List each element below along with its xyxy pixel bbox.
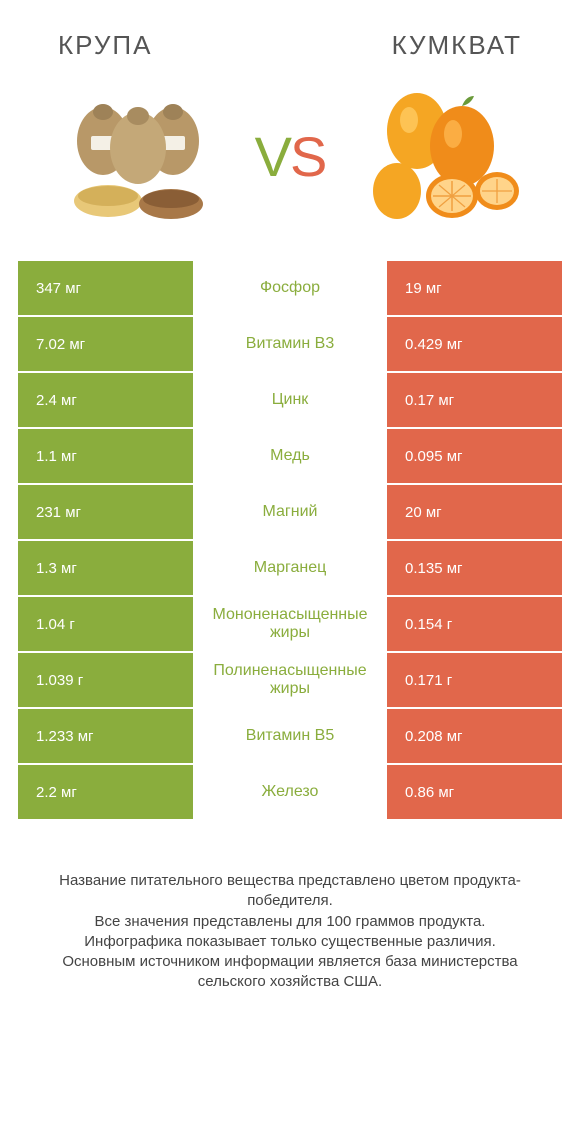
left-value-cell: 2.4 мг — [18, 373, 193, 427]
table-row: 347 мгФосфор19 мг — [18, 261, 562, 315]
infographic-container: КРУПА КУМКВАТ VS — [0, 0, 580, 993]
right-value-cell: 0.171 г — [387, 653, 562, 707]
left-value-cell: 347 мг — [18, 261, 193, 315]
header-row: КРУПА КУМКВАТ — [18, 0, 562, 81]
footer-line: Название питательного вещества представл… — [48, 871, 532, 912]
nutrient-name-cell: Витамин B5 — [193, 709, 387, 763]
right-value-cell: 0.86 мг — [387, 765, 562, 819]
table-row: 1.04 гМононенасыщенные жиры0.154 г — [18, 597, 562, 651]
left-value-cell: 1.04 г — [18, 597, 193, 651]
table-row: 2.2 мгЖелезо0.86 мг — [18, 765, 562, 819]
table-row: 231 мгМагний20 мг — [18, 485, 562, 539]
right-value-cell: 19 мг — [387, 261, 562, 315]
nutrient-name-cell: Марганец — [193, 541, 387, 595]
table-row: 1.3 мгМарганец0.135 мг — [18, 541, 562, 595]
footer-line: Все значения представлены для 100 граммо… — [48, 912, 532, 932]
left-value-cell: 231 мг — [18, 485, 193, 539]
nutrient-name-cell: Витамин B3 — [193, 317, 387, 371]
table-row: 7.02 мгВитамин B30.429 мг — [18, 317, 562, 371]
nutrient-name-cell: Полиненасыщенные жиры — [193, 653, 387, 707]
left-value-cell: 1.3 мг — [18, 541, 193, 595]
footer-line: Основным источником информации является … — [48, 952, 532, 993]
nutrient-name-cell: Цинк — [193, 373, 387, 427]
footer-line: Инфографика показывает только существенн… — [48, 932, 532, 952]
left-value-cell: 1.233 мг — [18, 709, 193, 763]
vs-label: VS — [255, 124, 326, 189]
right-value-cell: 0.208 мг — [387, 709, 562, 763]
left-value-cell: 2.2 мг — [18, 765, 193, 819]
images-row: VS — [18, 81, 562, 261]
right-value-cell: 0.17 мг — [387, 373, 562, 427]
footer-notes: Название питательного вещества представл… — [18, 821, 562, 993]
left-value-cell: 1.1 мг — [18, 429, 193, 483]
nutrient-name-cell: Магний — [193, 485, 387, 539]
right-value-cell: 0.154 г — [387, 597, 562, 651]
left-value-cell: 1.039 г — [18, 653, 193, 707]
table-row: 1.1 мгМедь0.095 мг — [18, 429, 562, 483]
left-value-cell: 7.02 мг — [18, 317, 193, 371]
grain-sacks-icon — [53, 86, 223, 226]
vs-v-letter: V — [255, 125, 290, 188]
nutrient-name-cell: Железо — [193, 765, 387, 819]
nutrient-name-cell: Мононенасыщенные жиры — [193, 597, 387, 651]
nutrient-name-cell: Фосфор — [193, 261, 387, 315]
right-value-cell: 20 мг — [387, 485, 562, 539]
right-product-image — [352, 81, 532, 231]
kumquat-icon — [357, 86, 527, 226]
table-row: 1.233 мгВитамин B50.208 мг — [18, 709, 562, 763]
right-value-cell: 0.095 мг — [387, 429, 562, 483]
table-row: 1.039 гПолиненасыщенные жиры0.171 г — [18, 653, 562, 707]
table-row: 2.4 мгЦинк0.17 мг — [18, 373, 562, 427]
left-product-title: КРУПА — [58, 30, 152, 61]
left-product-image — [48, 81, 228, 231]
vs-s-letter: S — [290, 125, 325, 188]
right-value-cell: 0.135 мг — [387, 541, 562, 595]
right-product-title: КУМКВАТ — [392, 30, 522, 61]
nutrient-name-cell: Медь — [193, 429, 387, 483]
comparison-table: 347 мгФосфор19 мг7.02 мгВитамин B30.429 … — [18, 261, 562, 819]
right-value-cell: 0.429 мг — [387, 317, 562, 371]
